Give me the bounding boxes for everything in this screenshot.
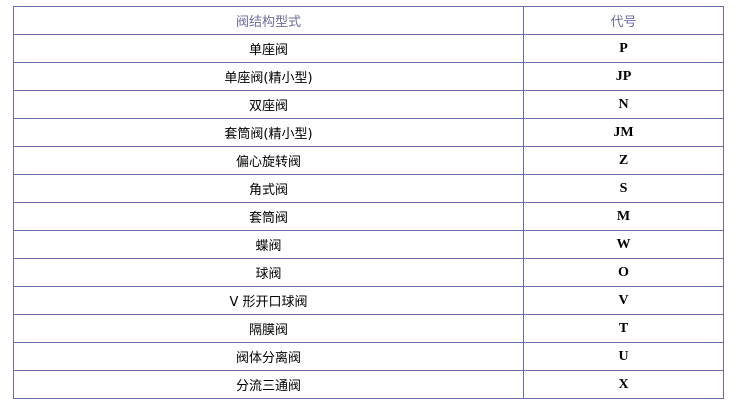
- code-cell: T: [523, 314, 724, 343]
- table-row: 套筒阀 M: [13, 202, 724, 231]
- header-code: 代号: [523, 6, 724, 35]
- code-cell: X: [523, 370, 724, 399]
- table-row: 角式阀 S: [13, 174, 724, 203]
- valve-type-cell: 蝶阀: [13, 230, 524, 259]
- valve-type-cell: 单座阀(精小型): [13, 62, 524, 91]
- table-row: 分流三通阀 X: [13, 370, 724, 399]
- valve-type-cell: 角式阀: [13, 174, 524, 203]
- header-valve-type: 阀结构型式: [13, 6, 524, 35]
- table-row: 偏心旋转阀 Z: [13, 146, 724, 175]
- table-row: 套筒阀(精小型) JM: [13, 118, 724, 147]
- table-row: 蝶阀 W: [13, 230, 724, 259]
- valve-type-cell: V 形开口球阀: [13, 286, 524, 315]
- code-cell: M: [523, 202, 724, 231]
- table-row: V 形开口球阀 V: [13, 286, 724, 315]
- valve-type-cell: 套筒阀(精小型): [13, 118, 524, 147]
- valve-type-cell: 单座阀: [13, 34, 524, 63]
- valve-type-cell: 阀体分离阀: [13, 342, 524, 371]
- table-row: 隔膜阀 T: [13, 314, 724, 343]
- code-cell: V: [523, 286, 724, 315]
- code-cell: JP: [523, 62, 724, 91]
- valve-type-cell: 套筒阀: [13, 202, 524, 231]
- code-cell: U: [523, 342, 724, 371]
- valve-type-cell: 分流三通阀: [13, 370, 524, 399]
- valve-type-cell: 球阀: [13, 258, 524, 287]
- code-cell: S: [523, 174, 724, 203]
- table-row: 单座阀(精小型) JP: [13, 62, 724, 91]
- table-row: 球阀 O: [13, 258, 724, 287]
- table-row: 阀体分离阀 U: [13, 342, 724, 371]
- table-row: 双座阀 N: [13, 90, 724, 119]
- code-cell: N: [523, 90, 724, 119]
- code-cell: P: [523, 34, 724, 63]
- header-row: 阀结构型式 代号: [13, 6, 724, 35]
- valve-type-cell: 隔膜阀: [13, 314, 524, 343]
- table-row: 单座阀 P: [13, 34, 724, 63]
- code-cell: JM: [523, 118, 724, 147]
- code-cell: O: [523, 258, 724, 287]
- valve-type-cell: 偏心旋转阀: [13, 146, 524, 175]
- code-cell: Z: [523, 146, 724, 175]
- valve-type-cell: 双座阀: [13, 90, 524, 119]
- valve-code-table: 阀结构型式 代号 单座阀 P 单座阀(精小型) JP 双座阀 N 套筒阀(精小型) JM 偏心旋…: [13, 6, 724, 399]
- code-cell: W: [523, 230, 724, 259]
